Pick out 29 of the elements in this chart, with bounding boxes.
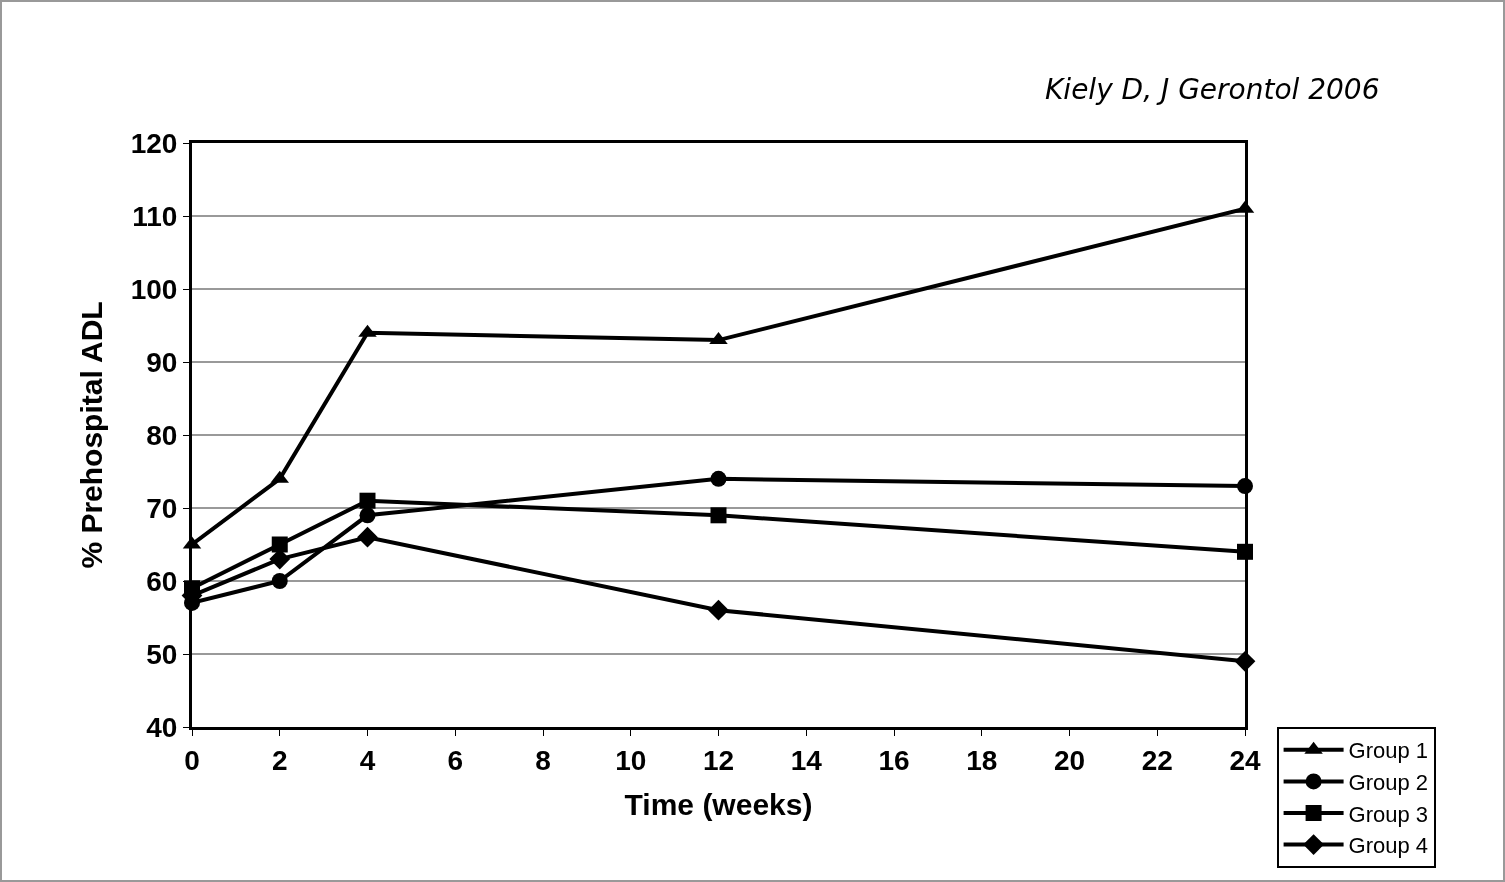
x-tick-label: 18 xyxy=(966,744,998,776)
y-tick-label: 90 xyxy=(146,346,178,378)
y-tick-label: 70 xyxy=(146,492,178,524)
x-tick-label: 4 xyxy=(359,744,376,776)
y-tick-label: 60 xyxy=(146,565,178,597)
legend-label: Group 1 xyxy=(1348,738,1429,764)
x-tick-label: 12 xyxy=(702,744,735,776)
x-tick-label: 14 xyxy=(790,744,823,776)
y-tick-label: 120 xyxy=(130,127,178,159)
legend-label: Group 3 xyxy=(1348,801,1429,827)
x-axis-title: Time (weeks) xyxy=(624,788,813,822)
y-axis-title: % Prehospital ADL xyxy=(74,301,108,569)
x-tick-label: 20 xyxy=(1053,744,1086,776)
x-tick-label: 22 xyxy=(1141,744,1173,776)
y-tick-label: 110 xyxy=(132,200,178,232)
legend-label: Group 4 xyxy=(1348,833,1429,859)
y-tick-label: 50 xyxy=(146,638,178,670)
text: Kiely D, J Gerontol 2006 xyxy=(1045,73,1380,106)
y-tick-label: 80 xyxy=(146,419,178,451)
x-tick-label: 10 xyxy=(615,744,647,776)
y-tick-label: 40 xyxy=(146,711,178,743)
x-tick-label: 24 xyxy=(1229,744,1261,776)
y-tick-label: 100 xyxy=(130,273,178,305)
x-tick-label: 2 xyxy=(271,744,288,776)
x-tick-label: 6 xyxy=(447,744,464,776)
x-tick-label: 8 xyxy=(535,744,551,776)
x-tick-label: 0 xyxy=(184,744,200,776)
legend-label: Group 2 xyxy=(1348,769,1429,795)
x-tick-label: 16 xyxy=(878,744,910,776)
